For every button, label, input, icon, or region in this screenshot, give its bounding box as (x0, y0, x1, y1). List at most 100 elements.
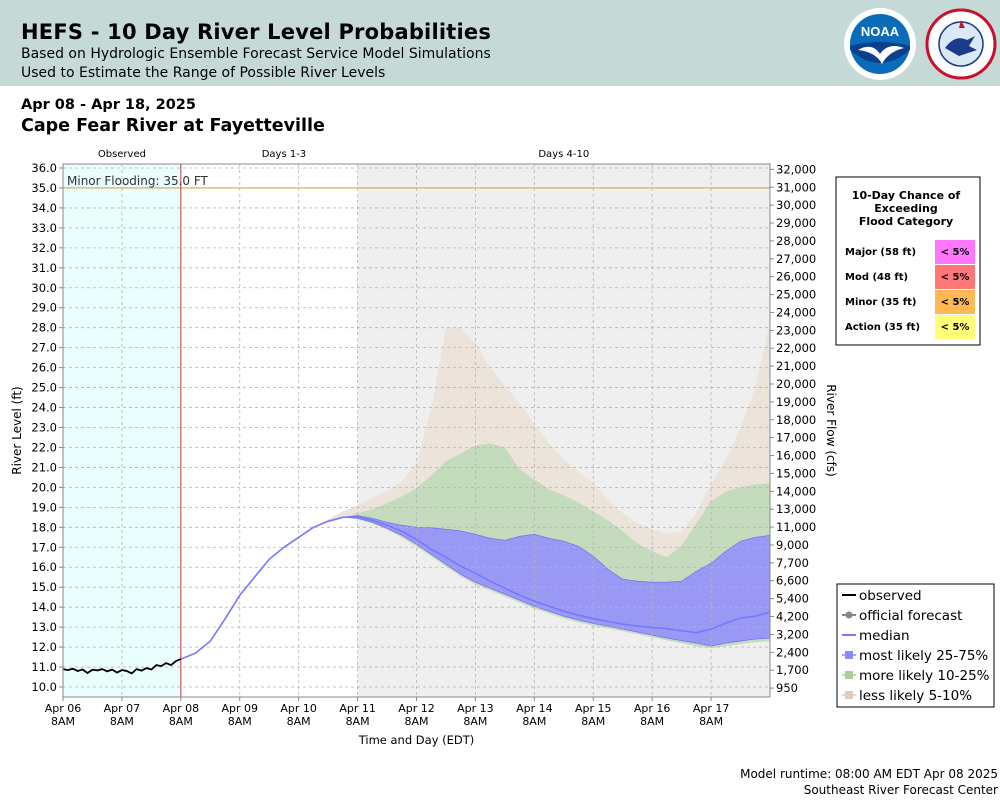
right-tick-label: 6,600 (776, 574, 809, 588)
y-tick-label: 22.0 (31, 440, 57, 454)
right-tick-label: 27,000 (776, 252, 816, 266)
legend-label: observed (859, 588, 922, 604)
y-tick-label: 11.0 (31, 660, 57, 674)
right-tick-label: 1,700 (776, 663, 809, 677)
right-tick-label: 28,000 (776, 234, 816, 248)
right-tick-label: 15,000 (776, 466, 816, 480)
right-tick-label: 9,000 (776, 538, 809, 552)
y-tick-label: 15.0 (31, 580, 57, 594)
exceedance-title: Exceeding (874, 202, 937, 215)
y2-axis-title: River Flow (cfs) (824, 384, 838, 477)
page-subtitle-1: Based on Hydrologic Ensemble Forecast Se… (21, 46, 491, 62)
right-tick-label: 23,000 (776, 323, 816, 337)
y-tick-label: 18.0 (31, 520, 57, 534)
hefs-probability-chart: Observed Days 1-3 Days 4-10 Minor Flooding:… (10, 149, 995, 747)
x-tick-label: Apr 06 (45, 702, 82, 715)
x-tick-sublabel: 8AM (404, 715, 428, 728)
exceedance-row-label: Mod (48 ft) (845, 272, 908, 283)
y-tick-label: 32.0 (31, 241, 57, 255)
right-tick-label: 13,000 (776, 502, 816, 516)
x-tick-sublabel: 8AM (287, 715, 311, 728)
x-tick-sublabel: 8AM (51, 715, 75, 728)
x-tick-sublabel: 8AM (346, 715, 370, 728)
legend-label: official forecast (859, 608, 962, 624)
right-tick-label: 16,000 (776, 449, 816, 463)
x-tick-label: Apr 16 (634, 702, 671, 715)
page-title: HEFS - 10 Day River Level Probabilities (21, 20, 492, 44)
y-tick-label: 10.0 (31, 680, 57, 694)
period-label-observed: Observed (98, 149, 146, 160)
right-tick-label: 32,000 (776, 162, 816, 176)
y-tick-label: 30.0 (31, 281, 57, 295)
y-tick-label: 33.0 (31, 221, 57, 235)
x-tick-sublabel: 8AM (110, 715, 134, 728)
y-tick-label: 16.0 (31, 560, 57, 574)
y-tick-label: 31.0 (31, 261, 57, 275)
right-tick-label: 21,000 (776, 359, 816, 373)
right-tick-label: 26,000 (776, 270, 816, 284)
x-tick-label: Apr 07 (104, 702, 141, 715)
y-tick-label: 29.0 (31, 301, 57, 315)
legend-label: most likely 25-75% (859, 648, 988, 664)
exceedance-swatch (935, 315, 975, 339)
x-tick-label: Apr 12 (398, 702, 435, 715)
x-tick-label: Apr 14 (516, 702, 553, 715)
x-tick-label: Apr 13 (457, 702, 494, 715)
x-axis-title: Time and Day (EDT) (358, 733, 475, 747)
median-line (180, 516, 771, 660)
x-tick-sublabel: 8AM (699, 715, 723, 728)
x-tick-sublabel: 8AM (463, 715, 487, 728)
legend-swatch-box (845, 691, 853, 699)
right-tick-label: 17,000 (776, 431, 816, 445)
x-tick-label: Apr 08 (163, 702, 200, 715)
header-banner: HEFS - 10 Day River Level Probabilities … (0, 0, 1000, 86)
x-tick-sublabel: 8AM (169, 715, 193, 728)
legend-box (836, 583, 995, 708)
legend-swatch-box (845, 651, 853, 659)
x-tick-label: Apr 11 (339, 702, 376, 715)
right-tick-label: 5,400 (776, 592, 809, 606)
right-tick-label: 31,000 (776, 180, 816, 194)
x-tick-sublabel: 8AM (228, 715, 252, 728)
y-axis-title: River Level (ft) (10, 386, 24, 474)
y-tick-label: 35.0 (31, 181, 57, 195)
right-tick-label: 22,000 (776, 341, 816, 355)
y-tick-label: 21.0 (31, 460, 57, 474)
right-tick-label: 3,200 (776, 627, 809, 641)
right-tick-label: 4,200 (776, 610, 809, 624)
right-tick-label: 19,000 (776, 395, 816, 409)
noaa-logo: NOAA (844, 8, 916, 80)
right-tick-label: 29,000 (776, 216, 816, 230)
legend-swatch-dot (845, 611, 853, 619)
exceedance-row-label: Action (35 ft) (845, 322, 920, 333)
exceedance-row-label: Major (58 ft) (845, 247, 916, 258)
right-tick-label: 7,700 (776, 556, 809, 570)
y-tick-label: 26.0 (31, 361, 57, 375)
right-tick-label: 30,000 (776, 198, 816, 212)
forecast-center: Southeast River Forecast Center (803, 783, 998, 797)
y-tick-label: 17.0 (31, 540, 57, 554)
y-tick-label: 20.0 (31, 480, 57, 494)
right-tick-label: 2,400 (776, 645, 809, 659)
exceedance-value: < 5% (941, 272, 970, 283)
y-tick-label: 27.0 (31, 341, 57, 355)
national-weather-service-logo (925, 8, 997, 80)
svg-text:NOAA: NOAA (861, 24, 900, 39)
x-tick-sublabel: 8AM (522, 715, 546, 728)
legend-label: median (859, 628, 910, 644)
y-tick-label: 12.0 (31, 640, 57, 654)
period-label-days-1-3: Days 1-3 (262, 149, 306, 160)
page-subtitle-2: Used to Estimate the Range of Possible R… (21, 65, 386, 81)
exceedance-swatch (935, 240, 975, 264)
exceedance-title: 10-Day Chance of (852, 189, 961, 202)
right-tick-label: 11,000 (776, 520, 816, 534)
y-tick-label: 19.0 (31, 500, 57, 514)
exceedance-swatch (935, 265, 975, 289)
y-tick-label: 24.0 (31, 401, 57, 415)
minor-flood-label: Minor Flooding: 35.0 FT (67, 174, 209, 188)
right-tick-label: 20,000 (776, 377, 816, 391)
observed-line (62, 658, 182, 675)
station-name: Cape Fear River at Fayetteville (21, 116, 325, 136)
right-tick-label: 950 (776, 681, 798, 695)
x-tick-label: Apr 10 (280, 702, 317, 715)
